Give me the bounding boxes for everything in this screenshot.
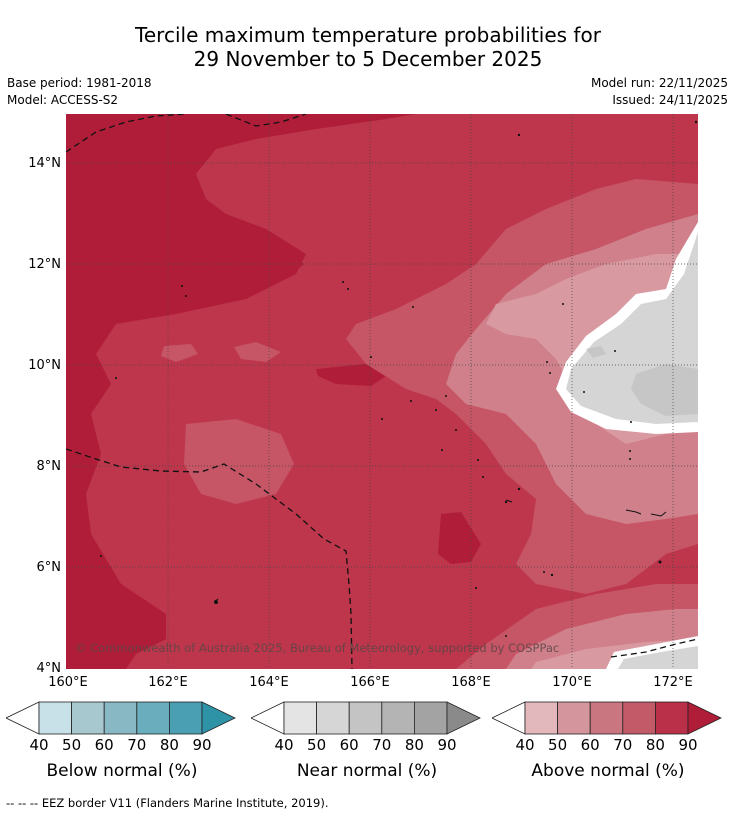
lon-tick-168: 168°E — [451, 675, 491, 690]
lat-tick-14: 14°N — [28, 156, 61, 171]
colorbar-segment — [413, 701, 448, 735]
colorbar-tick-label: 70 — [127, 736, 147, 754]
lat-tick-6: 6°N — [36, 560, 62, 575]
colorbar-title-below: Below normal (%) — [46, 761, 198, 781]
colorbar-segment — [348, 701, 383, 735]
map-region-near-70 — [631, 364, 698, 416]
colorbar-low-arrow — [251, 701, 285, 735]
colorbar-segment — [283, 701, 317, 735]
map-title-line1: Tercile maximum temperature probabilitie… — [135, 23, 601, 47]
colorbar-tick-label: 80 — [404, 736, 424, 754]
copyright-text: © Commonwealth of Australia 2025, Bureau… — [75, 641, 560, 655]
lon-tick-160: 160°E — [48, 675, 88, 690]
colorbar-tick-label: 90 — [192, 736, 212, 754]
colorbar-title-near: Near normal (%) — [296, 761, 438, 781]
colorbar-tick-label: 60 — [339, 736, 359, 754]
colorbar-segment — [589, 701, 624, 735]
colorbar-above-normal — [492, 701, 722, 735]
colorbar-tick-label: 80 — [159, 736, 179, 754]
colorbar-below-normal — [6, 701, 236, 735]
lon-tick-166: 166°E — [350, 675, 390, 690]
colorbar-tick-label: 90 — [437, 736, 457, 754]
colorbar-segment — [71, 701, 105, 735]
colorbar-near-normal — [251, 701, 481, 735]
colorbar-high-arrow — [201, 701, 236, 735]
map-title-line2: 29 November to 5 December 2025 — [193, 47, 543, 71]
colorbar-tick-label: 90 — [678, 736, 698, 754]
colorbar-tick-label: 60 — [580, 736, 600, 754]
colorbar-tick-label: 60 — [94, 736, 114, 754]
lon-tick-170: 170°E — [552, 675, 592, 690]
lon-tick-172: 172°E — [653, 675, 693, 690]
colorbar-tick-label: 40 — [274, 736, 294, 754]
colorbar-tick-label: 40 — [515, 736, 535, 754]
colorbar-low-arrow — [492, 701, 526, 735]
colorbar-segment — [654, 701, 689, 735]
colorbar-segment — [557, 701, 591, 735]
colorbar-tick-label: 50 — [62, 736, 82, 754]
model-text: Model: ACCESS-S2 — [7, 93, 119, 107]
colorbar-tick-label: 70 — [613, 736, 633, 754]
colorbar-segment — [524, 701, 558, 735]
colorbar-tick-label: 40 — [29, 736, 49, 754]
island-markers — [100, 120, 698, 637]
colorbar-segment — [381, 701, 415, 735]
lat-tick-12: 12°N — [28, 257, 61, 272]
colorbar-tick-label: 50 — [307, 736, 327, 754]
colorbar-tick-label: 50 — [548, 736, 568, 754]
colorbar-segment — [136, 701, 170, 735]
colorbar-high-arrow — [687, 701, 722, 735]
colorbar-tick-label: 80 — [645, 736, 665, 754]
colorbar-segment — [316, 701, 350, 735]
colorbar-low-arrow — [6, 701, 40, 735]
colorbar-title-above: Above normal (%) — [531, 761, 685, 781]
colorbar-high-arrow — [446, 701, 481, 735]
colorbar-segment — [168, 701, 203, 735]
eez-footer-note: -- -- -- EEZ border V11 (Flanders Marine… — [6, 796, 329, 810]
issued-text: Issued: 24/11/2025 — [612, 93, 728, 107]
lat-tick-10: 10°N — [28, 358, 61, 373]
model-run-text: Model run: 22/11/2025 — [590, 76, 728, 90]
colorbar-segment — [622, 701, 656, 735]
eez-borders — [66, 114, 698, 669]
lat-tick-4: 4°N — [36, 661, 62, 676]
probability-map — [66, 114, 698, 669]
colorbar-tick-label: 70 — [372, 736, 392, 754]
lat-tick-8: 8°N — [36, 459, 62, 474]
base-period-text: Base period: 1981-2018 — [7, 76, 152, 90]
colorbar-segment — [38, 701, 72, 735]
colorbar-segment — [103, 701, 138, 735]
lon-tick-164: 164°E — [249, 675, 289, 690]
lon-tick-162: 162°E — [148, 675, 188, 690]
